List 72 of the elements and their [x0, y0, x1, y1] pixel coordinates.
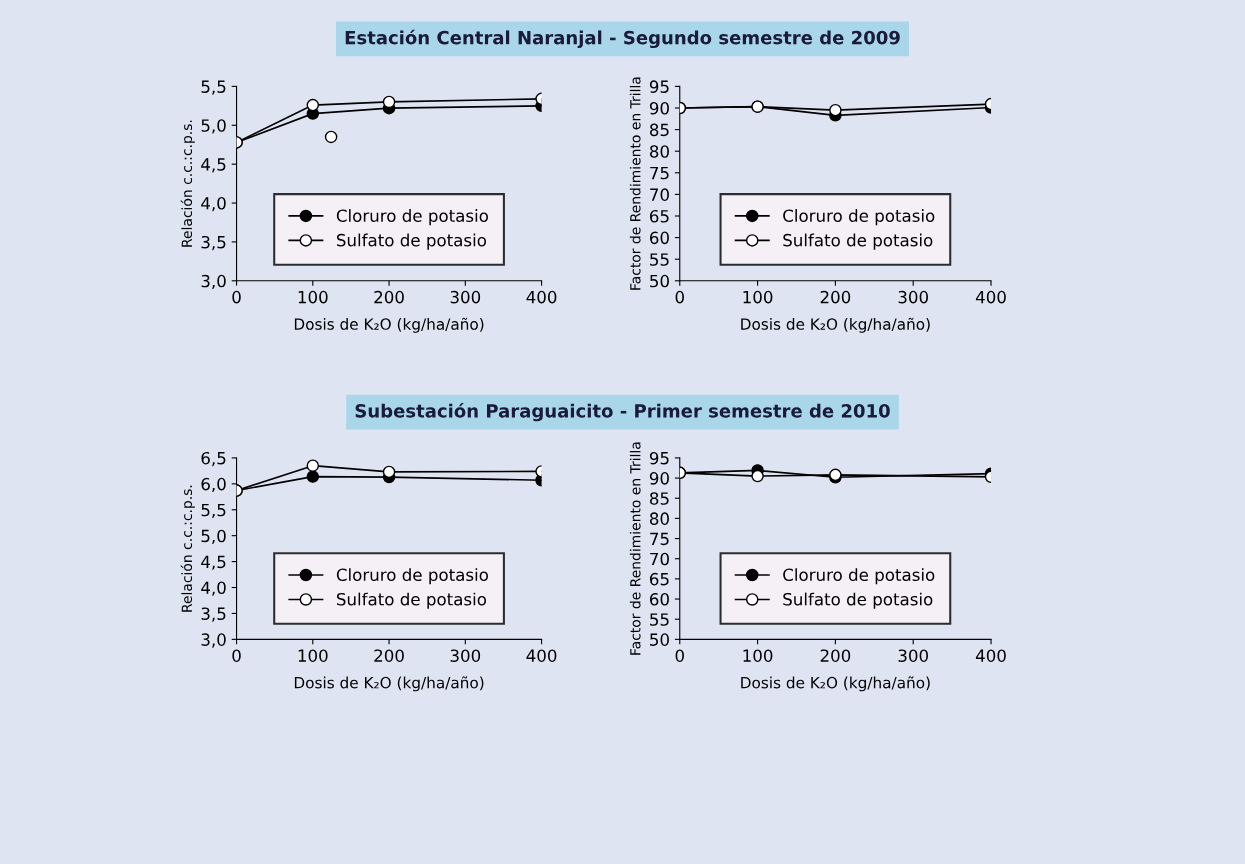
x-tick-label: 300: [450, 649, 481, 662]
legend-label: Cloruro de potasio: [336, 568, 488, 585]
y-axis-title: Relación c.c.:c.p.s.: [180, 485, 195, 612]
x-tick-label: 0: [675, 290, 684, 304]
x-tick-label: 0: [675, 649, 684, 662]
x-tick-label: 300: [898, 290, 929, 304]
y-tick-label: 5,5: [201, 503, 226, 519]
y-tick-label: 60: [650, 593, 669, 606]
legend-label: Sulfato de potasio: [783, 233, 933, 250]
y-tick-label: 90: [649, 101, 669, 115]
y-tick-label: 3,0: [201, 274, 226, 290]
legend-label: Cloruro de potasio: [783, 209, 935, 226]
x-tick-label: 300: [898, 649, 929, 662]
y-tick-label: 75: [650, 532, 669, 546]
y-tick-label: 50: [650, 274, 669, 288]
x-tick-label: 300: [450, 290, 481, 304]
legend-label: Sulfato de potasio: [336, 233, 487, 250]
x-tick-label: 100: [743, 649, 773, 662]
y-tick-label: 85: [649, 492, 669, 505]
y-tick-label: 6,5: [201, 451, 226, 467]
y-tick-label: 85: [649, 123, 669, 137]
y-tick-label: 55: [650, 253, 669, 266]
y-tick-label: 80: [649, 145, 669, 158]
x-tick-label: 400: [975, 290, 1006, 304]
y-tick-label: 55: [650, 613, 669, 626]
y-tick-label: 70: [650, 552, 669, 566]
x-tick-label: 200: [374, 290, 404, 304]
text: Estación Central Naranjal - Segundo semestre de 2009: [345, 29, 900, 49]
y-tick-label: 6,0: [201, 477, 226, 493]
y-tick-label: 50: [650, 633, 669, 646]
y-axis-title: Factor de Rendimiento en Trilla: [629, 442, 641, 655]
y-tick-label: 4,0: [201, 581, 226, 596]
x-tick-label: 400: [975, 649, 1006, 662]
x-tick-label: 400: [526, 290, 557, 304]
x-tick-label: 200: [820, 290, 851, 304]
y-tick-label: 4,5: [201, 158, 226, 173]
y-tick-label: 90: [649, 472, 669, 485]
y-tick-label: 5,0: [201, 529, 226, 544]
x-tick-label: 100: [298, 290, 328, 304]
y-axis-title: Relación c.c.:c.p.s.: [180, 120, 195, 247]
y-tick-label: 4,0: [201, 197, 226, 212]
x-tick-label: 200: [820, 649, 851, 662]
x-axis-title: Dosis de K₂O (kg/ha/año): [294, 317, 484, 333]
x-tick-label: 0: [232, 290, 241, 304]
y-tick-label: 70: [650, 188, 669, 201]
x-tick-label: 200: [374, 649, 404, 662]
text: Subestación Paraguaicito - Primer semestre de 2010: [355, 402, 890, 422]
legend-label: Cloruro de potasio: [336, 209, 488, 226]
y-tick-label: 3,5: [201, 235, 226, 251]
y-tick-label: 95: [649, 451, 669, 465]
y-tick-label: 3,5: [201, 607, 226, 622]
x-tick-label: 100: [743, 290, 773, 304]
y-tick-label: 4,5: [201, 555, 226, 570]
y-tick-label: 65: [650, 572, 669, 586]
y-tick-label: 3,0: [201, 633, 226, 648]
legend-label: Sulfato de potasio: [783, 592, 933, 609]
legend-label: Cloruro de potasio: [783, 568, 935, 585]
x-axis-title: Dosis de K₂O (kg/ha/año): [294, 676, 484, 692]
y-tick-label: 5,0: [201, 119, 226, 134]
y-tick-label: 5,5: [201, 80, 226, 95]
y-tick-label: 80: [649, 512, 669, 525]
x-tick-label: 400: [526, 649, 557, 662]
x-axis-title: Dosis de K₂O (kg/ha/año): [741, 317, 930, 333]
y-axis-title: Factor de Rendimiento en Trilla: [629, 77, 641, 290]
x-axis-title: Dosis de K₂O (kg/ha/año): [741, 676, 930, 692]
x-tick-label: 0: [232, 649, 241, 662]
y-tick-label: 60: [650, 231, 669, 245]
x-tick-label: 100: [298, 649, 328, 662]
y-tick-label: 95: [649, 80, 669, 93]
legend-label: Sulfato de potasio: [336, 592, 487, 609]
y-tick-label: 65: [650, 209, 669, 223]
y-tick-label: 75: [650, 166, 669, 180]
